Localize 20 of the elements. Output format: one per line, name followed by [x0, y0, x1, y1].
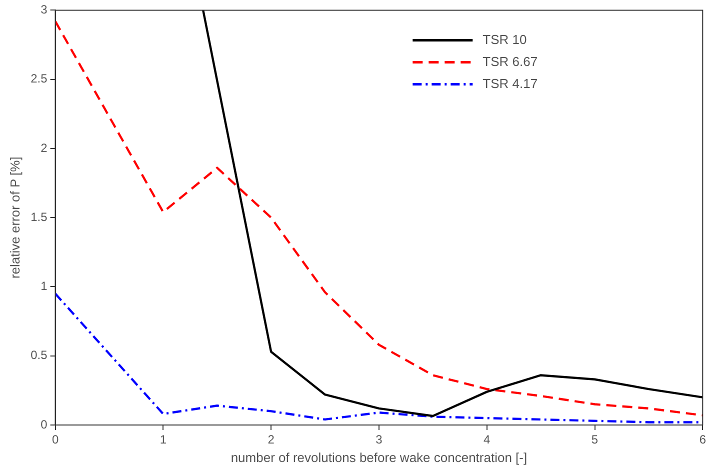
x-axis-title: number of revolutions before wake concentration [-] — [230, 450, 528, 465]
y-tick-label: 2.5 — [30, 72, 48, 86]
y-tick-label: 3 — [40, 2, 48, 17]
x-tick-label: 0 — [52, 432, 59, 447]
y-axis-title: relative error of P [%] — [7, 156, 22, 279]
x-tick-label: 3 — [376, 432, 383, 447]
y-tick-label: 1.5 — [30, 210, 48, 224]
x-tick-label: 4 — [484, 432, 491, 447]
line-series — [55, 20, 703, 416]
x-tick-label: 2 — [268, 432, 275, 447]
legend-label: TSR 6.67 — [482, 54, 538, 69]
legend-label: TSR 4.17 — [482, 76, 538, 91]
x-tick-label: 6 — [699, 432, 706, 447]
x-tick-label: 5 — [591, 432, 598, 447]
y-tick-label: 0 — [40, 417, 48, 432]
legend-label: TSR 10 — [482, 32, 527, 47]
y-tick-label: 0.5 — [30, 348, 48, 362]
y-tick-label: 1 — [40, 279, 48, 294]
y-tick-label: 2 — [40, 140, 48, 155]
x-tick-label: 1 — [160, 432, 167, 447]
